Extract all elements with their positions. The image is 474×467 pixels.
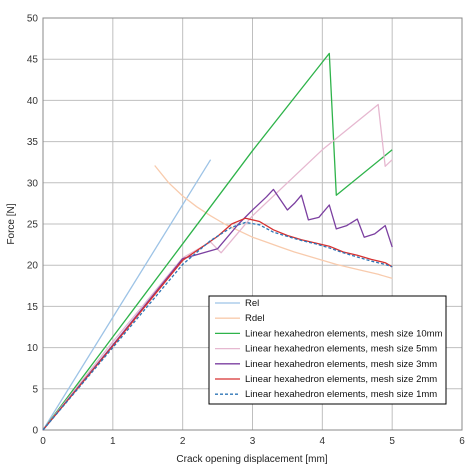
series-line-5: [42, 188, 393, 431]
y-tick-label: 25: [27, 220, 39, 231]
series-line-2: [154, 165, 393, 280]
legend-label-1: Rel: [245, 298, 259, 309]
y-tick-label: 15: [27, 302, 39, 313]
y-tick-label: 40: [27, 96, 39, 107]
x-tick-label: 4: [320, 436, 326, 447]
y-tick-label: 45: [27, 55, 39, 66]
legend-label-6: Linear hexahedron elements, mesh size 2m…: [245, 374, 437, 385]
y-tick-label: 0: [32, 426, 38, 437]
x-tick-label: 2: [180, 436, 186, 447]
series-line-4: [42, 103, 393, 431]
legend-label-3: Linear hexahedron elements, mesh size 10…: [245, 328, 443, 339]
y-tick-label: 20: [27, 261, 39, 272]
y-tick-label: 10: [27, 343, 39, 354]
y-tick-label: 35: [27, 137, 39, 148]
series-line-3: [42, 52, 393, 431]
legend-label-7: Linear hexahedron elements, mesh size 1m…: [245, 389, 437, 400]
y-tick-label: 5: [32, 384, 38, 395]
legend-label-5: Linear hexahedron elements, mesh size 3m…: [245, 359, 437, 370]
x-tick-label: 0: [40, 436, 46, 447]
series-layer: [42, 52, 393, 431]
x-axis-title: Crack opening displacement [mm]: [176, 454, 327, 465]
legend-label-4: Linear hexahedron elements, mesh size 5m…: [245, 344, 437, 355]
x-tick-label: 6: [459, 436, 465, 447]
y-axis-title: Force [N]: [6, 203, 17, 244]
series-line-7: [42, 221, 393, 431]
legend-label-2: Rdel: [245, 313, 265, 324]
y-tick-label: 30: [27, 178, 39, 189]
x-tick-label: 1: [110, 436, 116, 447]
y-tick-label: 50: [27, 14, 39, 25]
legend: Rel Rdel Linear hexahedron elements, mesh …: [208, 295, 447, 405]
legend-box: [208, 295, 447, 405]
series-line-1: [42, 159, 212, 431]
plot-area-frame: [42, 17, 463, 431]
x-tick-label: 5: [389, 436, 395, 447]
x-tick-label: 3: [250, 436, 256, 447]
